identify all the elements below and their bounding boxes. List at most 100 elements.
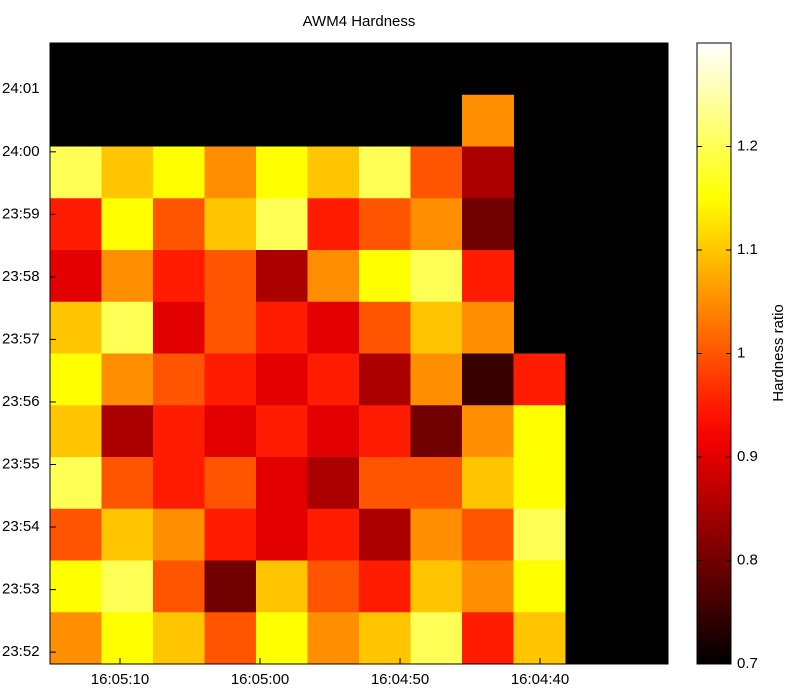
heat-cell xyxy=(513,405,566,458)
heat-cell xyxy=(359,612,411,665)
heat-cell xyxy=(410,146,463,199)
heat-cell xyxy=(101,198,154,251)
heat-cell xyxy=(307,301,360,354)
y-tick-label: 23:58 xyxy=(2,268,40,285)
heat-cell xyxy=(204,250,257,303)
heat-cell xyxy=(50,250,102,303)
heat-cell xyxy=(153,198,205,251)
heat-cell xyxy=(204,560,257,613)
heat-cell xyxy=(462,457,514,510)
heat-cell xyxy=(410,353,463,406)
heat-cell xyxy=(307,353,360,406)
heat-cell xyxy=(153,146,205,199)
heat-cell xyxy=(513,457,566,510)
heat-cell xyxy=(101,560,154,613)
y-tick-label: 23:54 xyxy=(2,518,40,535)
colorbar-label: Hardness ratio xyxy=(770,304,787,402)
heat-cell xyxy=(50,301,102,354)
heat-cell xyxy=(359,457,411,510)
heat-cell xyxy=(153,457,205,510)
heat-cell xyxy=(153,405,205,458)
heat-cell xyxy=(101,146,154,199)
x-tick-label: 16:05:10 xyxy=(91,671,149,688)
colorbar-tick-label: 1.2 xyxy=(737,137,758,154)
heat-cell xyxy=(256,612,308,665)
heat-cell xyxy=(256,146,308,199)
heat-cell xyxy=(101,405,154,458)
heat-cell xyxy=(256,353,308,406)
heat-cell xyxy=(204,405,257,458)
heat-cell xyxy=(153,612,205,665)
heat-cell xyxy=(50,198,102,251)
heat-cell xyxy=(462,198,514,251)
cells xyxy=(50,94,566,665)
colorbar xyxy=(696,42,732,665)
heat-cell xyxy=(307,612,360,665)
heat-cell xyxy=(410,405,463,458)
heat-cell xyxy=(307,146,360,199)
x-tick-label: 16:04:40 xyxy=(511,671,569,688)
heat-cell xyxy=(462,301,514,354)
heat-cell xyxy=(256,198,308,251)
heat-cell xyxy=(256,457,308,510)
heat-cell xyxy=(410,301,463,354)
x-tick-label: 16:05:00 xyxy=(231,671,289,688)
plot-frame xyxy=(49,42,669,665)
x-tick-label: 16:04:50 xyxy=(371,671,429,688)
heat-cell xyxy=(359,508,411,561)
colorbar-tick-label: 1 xyxy=(737,344,745,361)
y-tick-label: 24:01 xyxy=(2,80,40,97)
colorbar-tick-label: 0.8 xyxy=(737,551,758,568)
heat-cell xyxy=(256,250,308,303)
heat-cell xyxy=(513,353,566,406)
y-tick-label: 23:56 xyxy=(2,393,40,410)
heat-cell xyxy=(307,405,360,458)
heat-cell xyxy=(462,146,514,199)
heat-cell xyxy=(101,457,154,510)
heat-cell xyxy=(153,250,205,303)
heat-cell xyxy=(359,198,411,251)
heat-cell xyxy=(307,560,360,613)
heat-cell xyxy=(153,508,205,561)
heat-cell xyxy=(410,457,463,510)
heat-cell xyxy=(101,508,154,561)
heat-cell xyxy=(462,612,514,665)
heat-cell xyxy=(410,612,463,665)
heat-cell xyxy=(307,250,360,303)
colorbar-tick-label: 0.9 xyxy=(737,448,758,465)
y-tick-label: 23:55 xyxy=(2,455,40,472)
y-tick-label: 23:57 xyxy=(2,330,40,347)
heat-cell xyxy=(50,405,102,458)
heat-cell xyxy=(101,301,154,354)
heat-cell xyxy=(50,353,102,406)
heat-cell xyxy=(50,457,102,510)
y-tick-label: 24:00 xyxy=(2,143,40,160)
heat-cell xyxy=(204,508,257,561)
heat-cell xyxy=(307,457,360,510)
heat-cell xyxy=(256,560,308,613)
heat-cell xyxy=(204,457,257,510)
heat-cell xyxy=(462,353,514,406)
y-tick-label: 23:52 xyxy=(2,643,40,660)
heat-cell xyxy=(513,612,566,665)
heat-cell xyxy=(204,198,257,251)
heat-cell xyxy=(359,353,411,406)
heat-cell xyxy=(153,560,205,613)
colorbar-tick-label: 0.7 xyxy=(737,655,758,672)
heat-cell xyxy=(462,94,514,147)
heat-cell xyxy=(256,301,308,354)
heat-cell xyxy=(256,405,308,458)
heat-cell xyxy=(153,301,205,354)
heat-cell xyxy=(410,508,463,561)
heat-cell xyxy=(513,560,566,613)
heat-cell xyxy=(50,146,102,199)
heat-cell xyxy=(153,353,205,406)
heat-cell xyxy=(410,250,463,303)
heat-cell xyxy=(462,508,514,561)
heat-cell xyxy=(50,612,102,665)
heat-cell xyxy=(101,612,154,665)
heat-cell xyxy=(462,560,514,613)
heat-cell xyxy=(359,250,411,303)
heat-cell xyxy=(359,560,411,613)
heat-cell xyxy=(204,612,257,665)
